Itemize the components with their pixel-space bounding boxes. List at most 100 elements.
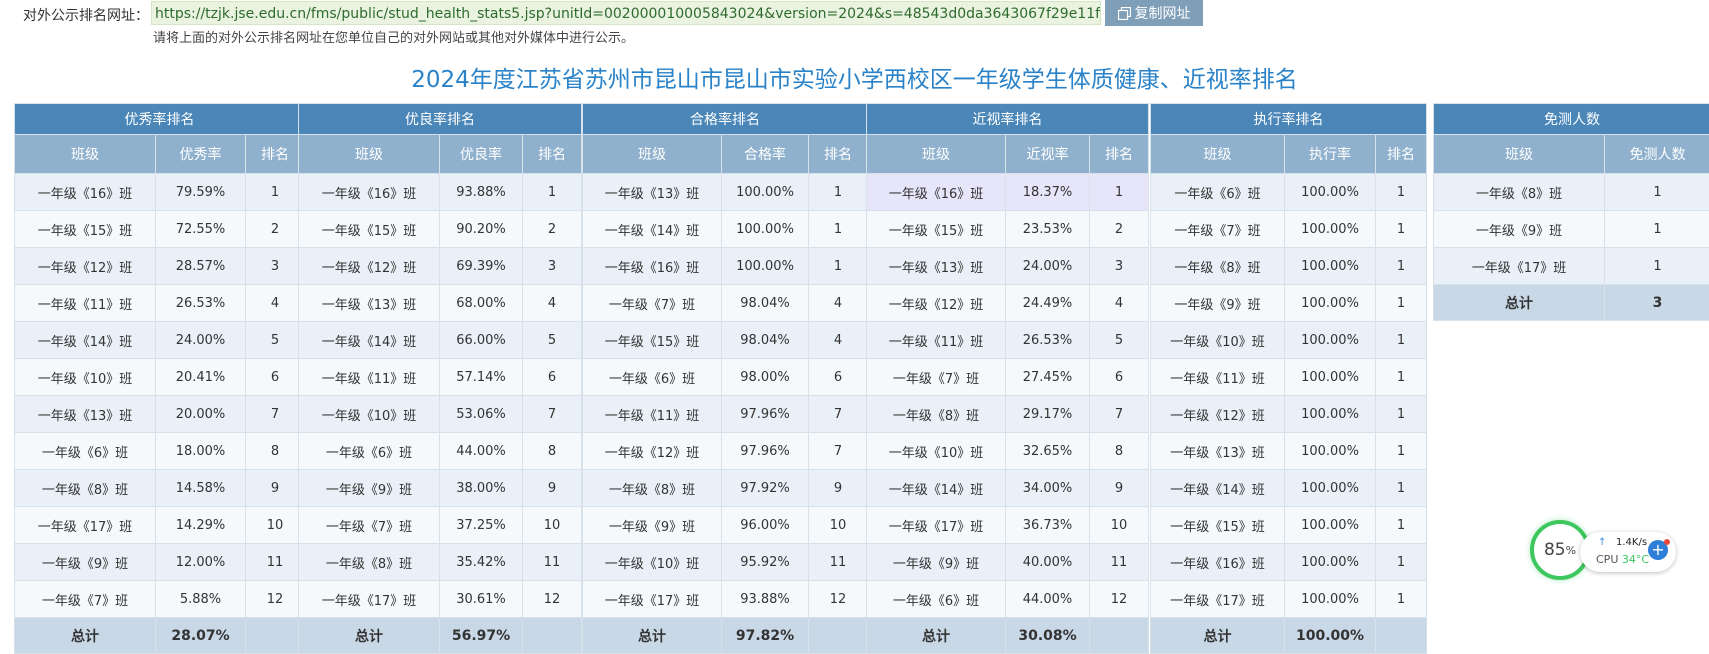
total-cell [1088, 617, 1150, 654]
table-cell: 4 [807, 284, 869, 322]
table-row: 一年级《7》班 27.45% 6 [866, 358, 1150, 396]
total-cell [807, 617, 869, 654]
column-header: 班级 [1433, 134, 1605, 174]
table-row: 一年级《12》班 100.00% 1 [1150, 395, 1428, 433]
table-row: 一年级《11》班 100.00% 1 [1150, 358, 1428, 396]
column-header: 排名 [1374, 134, 1428, 174]
table-cell: 一年级《6》班 [298, 432, 440, 470]
table-cell: 1 [1374, 432, 1428, 470]
table-row: 一年级《15》班 98.04% 4 [582, 321, 869, 359]
table-cell: 一年级《17》班 [1150, 580, 1285, 618]
execution-rate-table: 执行率排名 班级 执行率 排名 一年级《6》班 100.00% 1 一年级《7》班 100.00… [1149, 103, 1428, 654]
total-cell: 97.82% [721, 617, 809, 654]
table-cell: 12 [521, 580, 583, 618]
column-header: 近视率 [1005, 134, 1090, 174]
total-cell: 28.07% [155, 617, 246, 654]
table-cell: 29.17% [1005, 395, 1090, 433]
copy-url-button[interactable]: 复制网址 [1105, 0, 1203, 26]
system-monitor-widget[interactable]: 85% ↑ 1.4K/s CPU 34°C + [1530, 520, 1678, 584]
table-cell: 一年级《14》班 [14, 321, 156, 359]
table-cell: 一年级《16》班 [1150, 543, 1285, 581]
table-row: 一年级《7》班 100.00% 1 [1150, 210, 1428, 248]
table-cell: 一年级《11》班 [866, 321, 1006, 359]
table-cell: 一年级《11》班 [298, 358, 440, 396]
table-cell: 6 [244, 358, 306, 396]
url-label: 对外公示排名网址： [23, 8, 149, 24]
total-cell: 总计 [582, 617, 722, 654]
table-cell: 9 [1088, 469, 1150, 507]
table-cell: 18.37% [1005, 173, 1090, 211]
table-cell: 100.00% [1284, 395, 1376, 433]
table-cell: 一年级《7》班 [1150, 210, 1285, 248]
table-cell: 100.00% [1284, 358, 1376, 396]
public-url-field[interactable]: https://tzjk.jse.edu.cn/fms/public/stud_… [151, 1, 1101, 25]
total-cell: 100.00% [1284, 617, 1376, 654]
table-row: 一年级《17》班 93.88% 12 [582, 580, 869, 618]
total-cell [1374, 617, 1428, 654]
table-cell: 一年级《14》班 [298, 321, 440, 359]
total-cell: 总计 [14, 617, 156, 654]
table-row: 一年级《12》班 69.39% 3 [298, 247, 583, 285]
table-cell: 24.00% [1005, 247, 1090, 285]
table-row: 一年级《14》班 66.00% 5 [298, 321, 583, 359]
table-cell: 一年级《16》班 [298, 173, 440, 211]
table-row: 一年级《8》班 14.58% 9 [14, 469, 306, 507]
total-cell: 总计 [298, 617, 440, 654]
table-cell: 1 [1374, 173, 1428, 211]
table-row: 一年级《9》班 40.00% 11 [866, 543, 1150, 581]
table-row: 一年级《17》班 14.29% 10 [14, 506, 306, 544]
column-header: 免测人数 [1604, 134, 1709, 174]
table-cell: 97.92% [721, 469, 809, 507]
table-row: 一年级《15》班 23.53% 2 [866, 210, 1150, 248]
table-cell: 1 [1604, 173, 1709, 211]
table-cell: 一年级《10》班 [866, 432, 1006, 470]
table-cell: 1 [1374, 506, 1428, 544]
table-cell: 一年级《9》班 [1150, 284, 1285, 322]
table-row: 一年级《8》班 100.00% 1 [1150, 247, 1428, 285]
table-cell: 1 [1374, 358, 1428, 396]
table-cell: 一年级《9》班 [14, 543, 156, 581]
total-row: 总计 3 [1433, 284, 1709, 321]
table-cell: 100.00% [1284, 247, 1376, 285]
table-cell: 10 [1088, 506, 1150, 544]
table-cell: 1 [1374, 284, 1428, 322]
table-cell: 一年级《15》班 [1150, 506, 1285, 544]
table-row: 一年级《17》班 100.00% 1 [1150, 580, 1428, 618]
table-title: 优秀率排名 [13, 103, 306, 135]
table-cell: 一年级《7》班 [14, 580, 156, 618]
table-cell: 2 [1088, 210, 1150, 248]
table-cell: 一年级《8》班 [582, 469, 722, 507]
column-header: 合格率 [721, 134, 809, 174]
table-cell: 一年级《12》班 [582, 432, 722, 470]
table-row: 一年级《13》班 68.00% 4 [298, 284, 583, 322]
table-cell: 一年级《16》班 [866, 173, 1006, 211]
table-cell: 一年级《11》班 [582, 395, 722, 433]
table-cell: 100.00% [721, 247, 809, 285]
plus-icon[interactable]: + [1648, 539, 1670, 560]
table-cell: 20.41% [155, 358, 246, 396]
table-row: 一年级《17》班 36.73% 10 [866, 506, 1150, 544]
table-row: 一年级《12》班 28.57% 3 [14, 247, 306, 285]
table-row: 一年级《7》班 98.04% 4 [582, 284, 869, 322]
column-header: 班级 [298, 134, 440, 174]
table-row: 一年级《9》班 12.00% 11 [14, 543, 306, 581]
table-cell: 4 [521, 284, 583, 322]
table-row: 一年级《9》班 96.00% 10 [582, 506, 869, 544]
total-row: 总计 56.97% [298, 617, 583, 654]
table-row: 一年级《16》班 79.59% 1 [14, 173, 306, 211]
table-row: 一年级《15》班 90.20% 2 [298, 210, 583, 248]
table-cell: 100.00% [1284, 173, 1376, 211]
table-title: 合格率排名 [581, 103, 869, 135]
table-row: 一年级《14》班 34.00% 9 [866, 469, 1150, 507]
total-row: 总计 30.08% [866, 617, 1150, 654]
table-cell: 72.55% [155, 210, 246, 248]
total-cell: 3 [1604, 284, 1709, 321]
table-cell: 98.00% [721, 358, 809, 396]
table-cell: 26.53% [155, 284, 246, 322]
table-cell: 一年级《10》班 [298, 395, 440, 433]
table-cell: 一年级《14》班 [1150, 469, 1285, 507]
total-cell: 总计 [1150, 617, 1285, 654]
table-cell: 5 [244, 321, 306, 359]
table-cell: 一年级《7》班 [582, 284, 722, 322]
table-cell: 一年级《11》班 [14, 284, 156, 322]
